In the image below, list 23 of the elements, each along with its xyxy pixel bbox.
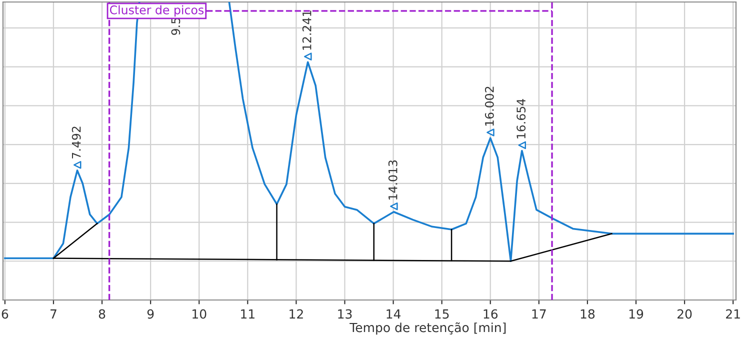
x-tick-label: 18 [580,309,595,319]
annotation: 16.654 [516,98,526,138]
annotation: 7.492 [72,126,81,158]
x-tick-label: 19 [629,309,644,319]
x-tick-label: 9 [147,309,154,319]
x-tick-label: 10 [192,309,206,319]
annotation: 16.002 [484,86,494,126]
x-tick-label: 17 [532,309,546,319]
annotation: 14.013 [388,160,398,200]
x-tick-label: 13 [338,309,352,319]
annotation: 12.241 [302,10,312,50]
ref-line-label: Cluster de picos [110,5,204,17]
x-tick-label: 11 [241,309,254,319]
x-tick-label: 7 [50,309,56,319]
x-tick-label: 21 [726,309,740,319]
x-tick-label: 16 [484,309,498,319]
x-tick-label: 12 [290,309,303,319]
x-tick-label: 14 [386,309,401,319]
x-tick-label: 8 [98,309,106,319]
x-tick-label: 15 [435,309,449,319]
x-tick-label: 20 [678,309,692,319]
x-axis-title: Tempo de retenção [min] [350,322,506,335]
x-tick-label: 6 [2,309,8,319]
